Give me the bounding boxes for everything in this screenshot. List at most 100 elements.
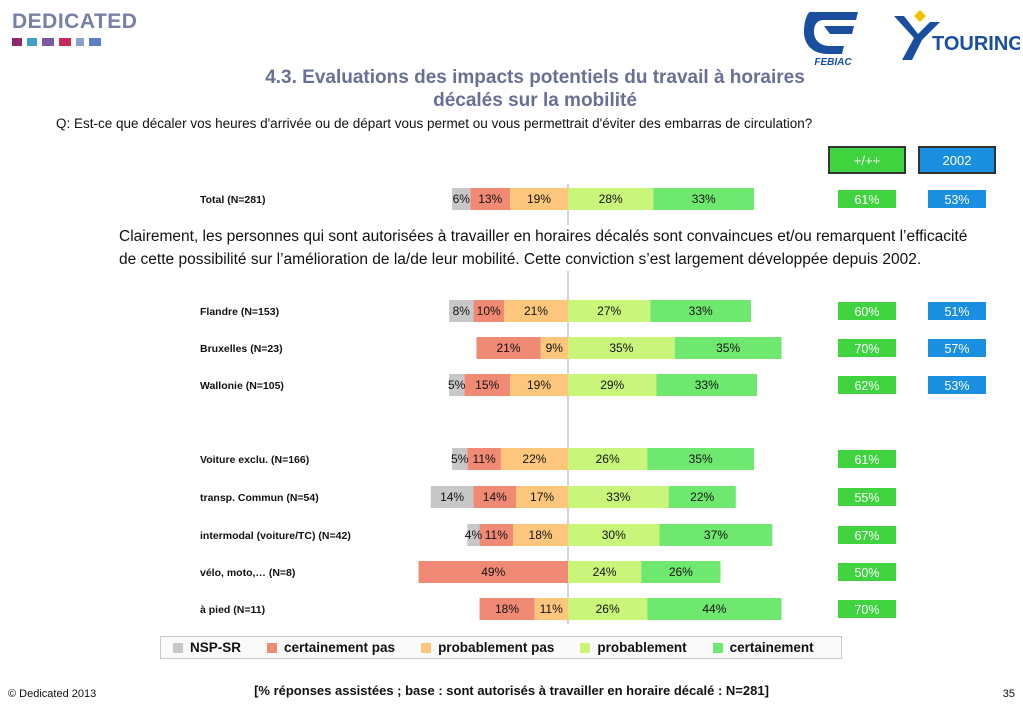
year-2002-value-label: 53% (944, 193, 969, 207)
title-line-2: décalés sur la mobilité (433, 90, 637, 111)
bar-segment-probablement-pas (534, 598, 568, 620)
page-title: 4.3. Evaluations des impacts potentiels … (140, 66, 930, 112)
bar-value-label: 5% (448, 378, 466, 392)
bar-segment-nsp (452, 188, 471, 210)
bar-value-label: 44% (702, 602, 726, 616)
bar-segment-certainement-pas (479, 524, 514, 546)
legend-label: certainement pas (284, 640, 396, 655)
bar-segment-certainement (659, 524, 773, 546)
bar-segment-certainement-pas (473, 300, 504, 322)
bar-value-label: 11% (485, 528, 508, 542)
bar-value-label: 17% (530, 490, 554, 504)
bar-value-label: 11% (540, 602, 563, 616)
legend-item-certainement-pas: certainement pas (267, 640, 395, 655)
bar-segment-probablement (568, 337, 675, 359)
legend-swatch (173, 642, 183, 653)
year-2002-value-box (928, 302, 986, 320)
bar-value-label: 29% (600, 378, 624, 392)
bar-value-label: 14% (483, 490, 507, 504)
legend-item-nsp: NSP-SR (173, 640, 241, 655)
bar-segment-probablement (568, 374, 657, 396)
bar-value-label: 35% (689, 452, 713, 466)
year-2002-value-box (928, 339, 986, 357)
bar-segment-probablement (568, 598, 648, 620)
plus-value-box (838, 563, 896, 581)
bar-value-label: 33% (606, 490, 630, 504)
survey-question: Q: Est-ce que décaler vos heures d'arriv… (56, 116, 813, 131)
bar-segment-certainement (647, 448, 755, 470)
bar-segment-probablement-pas (540, 337, 568, 359)
title-line-1: 4.3. Evaluations des impacts potentiels … (265, 67, 805, 88)
febiac-logo: FEBIAC (804, 12, 858, 68)
febiac-logo-text: FEBIAC (814, 57, 852, 68)
bar-segment-nsp (449, 300, 474, 322)
bar-value-label: 24% (593, 565, 617, 579)
row-label: transp. Commun (N=54) (200, 492, 319, 504)
bar-value-label: 22% (522, 452, 546, 466)
bar-segment-probablement (568, 448, 648, 470)
bar-segment-nsp (467, 524, 480, 546)
legend-label: probablement pas (438, 640, 555, 655)
bar-value-label: 21% (524, 304, 548, 318)
bar-value-label: 35% (609, 341, 633, 355)
legend-swatch (421, 642, 432, 653)
logo-square (27, 38, 37, 46)
bar-value-label: 26% (596, 452, 620, 466)
bar-segment-probablement-pas (510, 374, 568, 396)
bar-segment-certainement (656, 374, 758, 396)
legend-item-certainement: certainement (712, 640, 814, 655)
bar-segment-certainement-pas (470, 188, 511, 210)
bar-value-label: 26% (669, 565, 693, 579)
plus-value-box (838, 302, 896, 320)
bar-value-label: 22% (690, 490, 714, 504)
bar-value-label: 21% (497, 341, 521, 355)
year-2002-value-label: 51% (944, 305, 969, 319)
legend-swatch (267, 642, 278, 653)
bar-value-label: 10% (477, 304, 501, 318)
legend-item-probablement-pas: probablement pas (421, 640, 554, 655)
legend-label: probablement (597, 640, 687, 655)
bar-segment-certainement (650, 300, 751, 322)
bar-value-label: 6% (453, 192, 471, 206)
plus-value-label: 70% (854, 342, 879, 356)
year-2002-value-label: 57% (944, 342, 969, 356)
bar-value-label: 30% (602, 528, 626, 542)
plus-value-label: 61% (854, 193, 879, 207)
year-2002-value-box (928, 376, 986, 394)
legend-item-probablement: probablement (580, 640, 687, 655)
chart-legend: NSP-SR certainement pas probablement pas pr… (160, 636, 842, 659)
logo-square (89, 38, 101, 46)
dedicated-logo: DEDICATED (12, 10, 138, 33)
bar-value-label: 49% (481, 565, 505, 579)
plus-value-label: 55% (854, 491, 879, 505)
plus-value-label: 62% (854, 379, 879, 393)
bar-value-label: 15% (475, 378, 499, 392)
bar-segment-probablement-pas (500, 448, 568, 470)
bar-segment-certainement-pas (473, 486, 517, 508)
bar-segment-certainement-pas (479, 598, 535, 620)
plus-value-box (838, 526, 896, 544)
plus-value-label: 70% (854, 603, 879, 617)
bar-value-label: 28% (599, 192, 623, 206)
row-label: intermodal (voiture/TC) (N=42) (200, 530, 351, 542)
bar-value-label: 11% (473, 452, 496, 466)
page-number: 35 (1002, 688, 1015, 700)
year-2002-value-label: 53% (944, 379, 969, 393)
bar-value-label: 14% (440, 490, 464, 504)
bar-value-label: 9% (546, 341, 564, 355)
row-label: Voiture exclu. (N=166) (200, 454, 309, 466)
bar-segment-nsp (452, 448, 468, 470)
row-label: Flandre (N=153) (200, 306, 279, 318)
bar-value-label: 18% (495, 602, 519, 616)
bar-value-label: 26% (596, 602, 620, 616)
row-label: à pied (N=11) (200, 604, 265, 616)
plus-value-label: 61% (854, 453, 879, 467)
plus-value-box (838, 376, 896, 394)
logo-square (42, 38, 54, 46)
bar-segment-certainement-pas (467, 448, 501, 470)
plus-value-box (838, 488, 896, 506)
bar-segment-certainement (668, 486, 736, 508)
row-label: Total (N=281) (200, 194, 265, 206)
logo-square (76, 38, 84, 46)
